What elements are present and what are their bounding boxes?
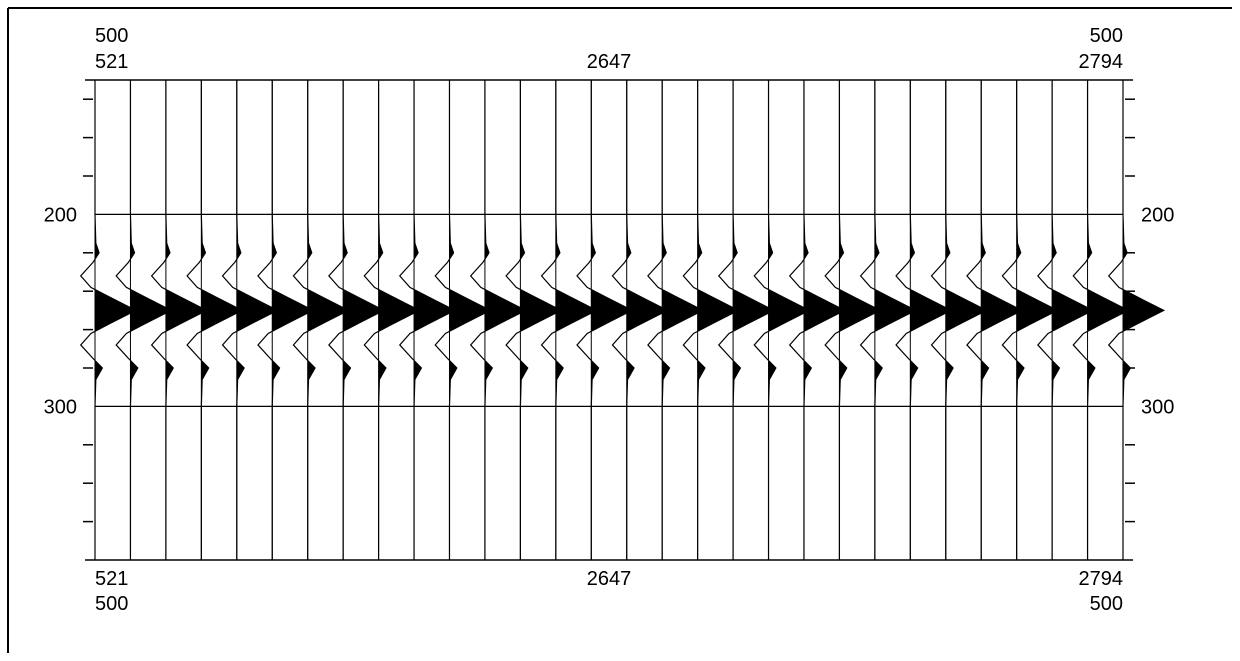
bottom-axis-label: 500	[95, 593, 128, 615]
y-axis-label: 300	[44, 396, 77, 418]
bottom-axis-label: 500	[1090, 593, 1123, 615]
bottom-axis-label: 2794	[1079, 568, 1124, 590]
y-axis-label: 300	[1141, 396, 1174, 418]
top-axis-label: 500	[95, 25, 128, 47]
bottom-axis-label: 2647	[587, 568, 632, 590]
top-axis-label: 521	[95, 51, 128, 73]
y-axis-label: 200	[1141, 204, 1174, 226]
bottom-axis-label: 521	[95, 568, 128, 590]
y-axis-label: 200	[44, 204, 77, 226]
seismic-wiggle-chart: 200 200 300 300 500 521 2647 500 2794 521 500 2647 2…	[0, 0, 1240, 661]
top-axis-label: 2794	[1079, 51, 1124, 73]
top-axis-label: 2647	[587, 51, 632, 73]
chart-svg: 200 200 300 300 500 521 2647 500 2794 521 500 2647 2…	[0, 0, 1240, 661]
top-axis-label: 500	[1090, 25, 1123, 47]
